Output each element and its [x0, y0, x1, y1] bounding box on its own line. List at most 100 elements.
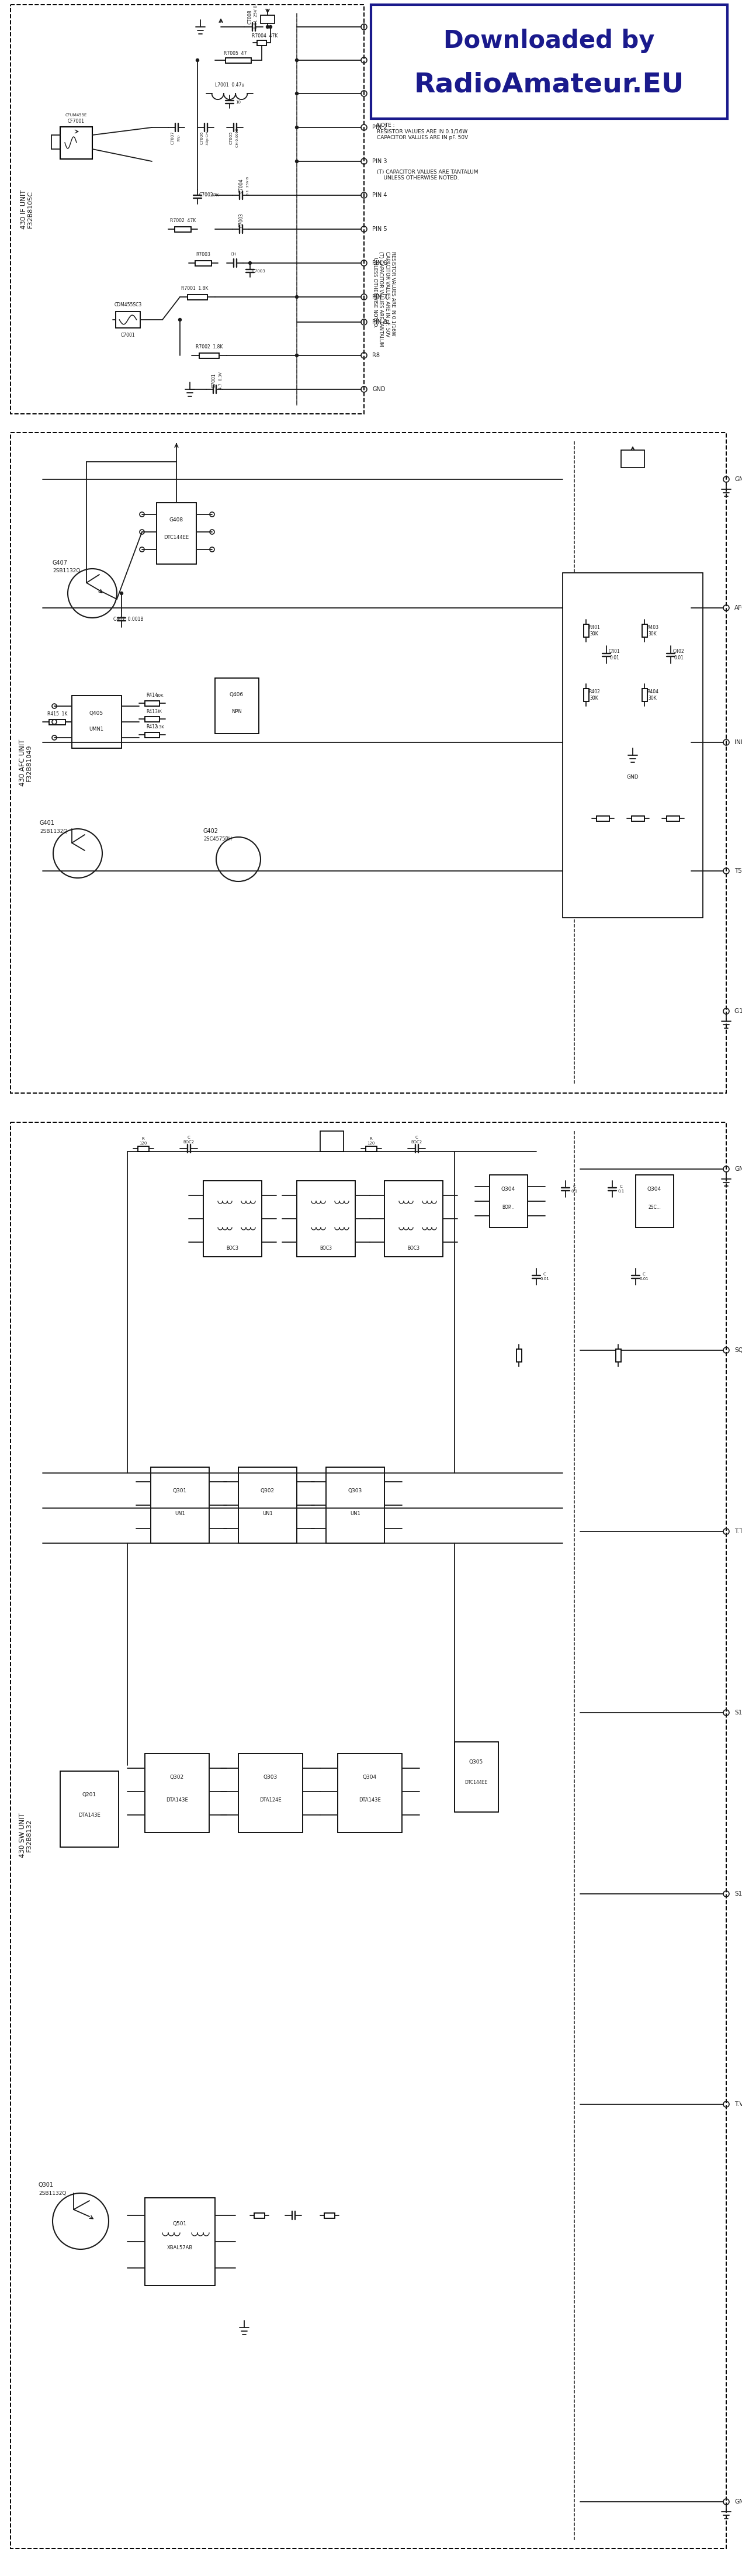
Text: Q304: Q304 — [502, 1188, 516, 1193]
Text: Q304: Q304 — [647, 1188, 661, 1193]
Bar — [642, 623, 647, 636]
Text: DTC144EE: DTC144EE — [464, 1780, 487, 1785]
Circle shape — [295, 93, 298, 95]
Text: GND: GND — [627, 775, 639, 781]
Text: PIN 8: PIN 8 — [372, 319, 387, 325]
Text: 2SC...: 2SC... — [648, 1206, 661, 1211]
Bar — [338, 1754, 402, 1832]
Circle shape — [295, 296, 298, 299]
Text: Q301: Q301 — [39, 2182, 53, 2187]
Text: R412: R412 — [146, 724, 157, 729]
Text: F32B81049: F32B81049 — [26, 744, 32, 781]
Text: UMN1: UMN1 — [89, 726, 104, 732]
Text: C7005: C7005 — [229, 131, 233, 144]
Bar — [10, 5, 364, 415]
Bar — [371, 5, 727, 118]
Text: Q405: Q405 — [89, 711, 103, 716]
Text: C
0.01: C 0.01 — [640, 1273, 649, 1280]
Text: C402
0.01: C402 0.01 — [673, 649, 685, 659]
Text: R7002  47K: R7002 47K — [170, 219, 196, 224]
Text: R403
30K: R403 30K — [647, 626, 658, 636]
Bar — [516, 1350, 522, 1363]
Text: C7001: C7001 — [121, 332, 135, 337]
Bar — [238, 1754, 303, 1832]
Text: CH 0.001B: CH 0.001B — [236, 129, 239, 147]
Bar — [116, 312, 140, 327]
Text: 3.3K: 3.3K — [155, 726, 164, 729]
Text: G402: G402 — [203, 829, 218, 835]
Text: G401: G401 — [40, 819, 55, 827]
Text: C
BOC2: C BOC2 — [183, 1136, 194, 1144]
Text: Q501: Q501 — [173, 2221, 187, 2226]
Text: 2SB1132Q: 2SB1132Q — [53, 569, 80, 574]
Bar — [145, 701, 160, 706]
Bar — [260, 15, 275, 23]
Text: DTC144EE: DTC144EE — [164, 536, 189, 541]
Text: 0.01  25V B: 0.01 25V B — [255, 5, 257, 28]
Text: Q303: Q303 — [263, 1775, 278, 1780]
Bar — [10, 433, 726, 1092]
Text: C7007: C7007 — [171, 131, 174, 144]
Text: CF7001: CF7001 — [68, 118, 85, 124]
Bar — [49, 719, 65, 724]
Text: C7003: C7003 — [252, 270, 266, 273]
Text: UN1: UN1 — [350, 1512, 361, 1517]
Text: L7001  0.47u: L7001 0.47u — [215, 82, 244, 88]
Bar — [60, 126, 92, 160]
Bar — [138, 1146, 149, 1151]
Text: F32B8105C: F32B8105C — [27, 191, 33, 227]
Bar — [562, 572, 703, 917]
Text: F32B8132: F32B8132 — [26, 1819, 32, 1852]
Text: T5: T5 — [735, 868, 742, 873]
Circle shape — [196, 59, 199, 62]
Text: 2SB1132Q: 2SB1132Q — [40, 829, 68, 835]
Text: XBAL57AB: XBAL57AB — [167, 2244, 193, 2249]
Text: SQIT: SQIT — [735, 1347, 742, 1352]
Bar — [145, 2197, 215, 2285]
Bar — [72, 696, 122, 747]
Text: 430 IF UNIT: 430 IF UNIT — [19, 191, 27, 229]
Circle shape — [295, 353, 298, 358]
Text: CH: CH — [231, 252, 237, 255]
Bar — [631, 817, 644, 822]
Text: C
0.1: C 0.1 — [618, 1185, 624, 1193]
Text: 47K: 47K — [211, 193, 219, 196]
Text: BOP...: BOP... — [502, 1206, 515, 1211]
Text: S1LS: S1LS — [735, 1710, 742, 1716]
Text: R414: R414 — [146, 693, 158, 698]
Text: 4.7  8.3V: 4.7 8.3V — [219, 371, 223, 389]
Bar — [384, 1180, 443, 1257]
Text: G1 T5: G1 T5 — [735, 1007, 742, 1015]
Bar — [238, 1468, 297, 1543]
Circle shape — [295, 126, 298, 129]
Text: PIN 5: PIN 5 — [372, 227, 387, 232]
Bar — [455, 1741, 499, 1811]
Text: Q302: Q302 — [170, 1775, 184, 1780]
Text: BOC3: BOC3 — [320, 1244, 332, 1249]
Text: DTA143E: DTA143E — [166, 1798, 188, 1803]
Bar — [297, 1180, 355, 1257]
Text: 22p: 22p — [177, 134, 180, 142]
Bar — [326, 1468, 384, 1543]
Text: G407: G407 — [53, 559, 68, 567]
Text: 0.1  25V B: 0.1 25V B — [247, 178, 250, 196]
Bar — [145, 732, 160, 737]
Text: S1GS: S1GS — [735, 1891, 742, 1896]
Bar — [490, 1175, 528, 1229]
Text: R8: R8 — [372, 353, 380, 358]
Text: AFC: AFC — [735, 605, 742, 611]
Bar — [324, 2213, 335, 2218]
Text: C407  0.001B: C407 0.001B — [114, 618, 144, 623]
Text: R7003: R7003 — [196, 252, 211, 258]
Text: DTA143E: DTA143E — [79, 1814, 100, 1819]
Bar — [597, 817, 609, 822]
Text: BOC3: BOC3 — [226, 1244, 239, 1249]
Text: Q302: Q302 — [260, 1489, 275, 1494]
Text: R415  1K: R415 1K — [47, 711, 68, 716]
Bar — [195, 260, 211, 265]
Text: GND: GND — [735, 477, 742, 482]
Text: RadioAmateur.EU: RadioAmateur.EU — [414, 72, 684, 98]
Text: T.VS: T.VS — [735, 2102, 742, 2107]
Text: R401
30K: R401 30K — [588, 626, 600, 636]
Text: DTA143E: DTA143E — [359, 1798, 381, 1803]
